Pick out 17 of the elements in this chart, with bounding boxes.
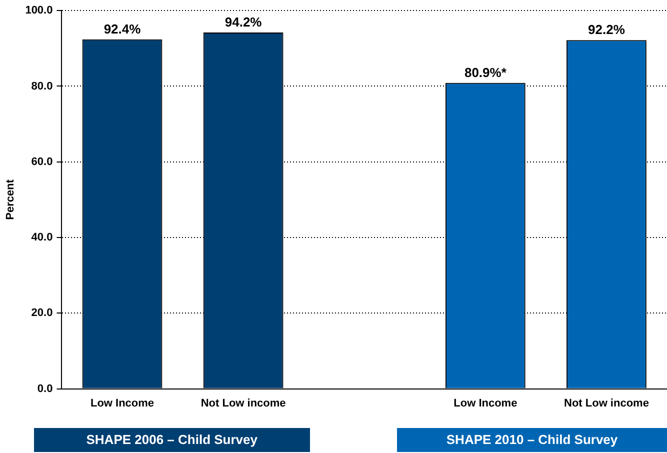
y-tick-label: 100.0 xyxy=(25,4,53,17)
y-tick-label: 0.0 xyxy=(37,382,53,395)
data-label: 80.9%* xyxy=(464,64,508,80)
x-tick-label: Low Income xyxy=(90,397,154,410)
y-axis-title: Percent xyxy=(4,179,17,220)
data-label: 94.2% xyxy=(224,14,262,30)
y-tick-label: 20.0 xyxy=(31,307,53,320)
data-label: 92.4% xyxy=(104,21,142,36)
y-tick-label: 60.0 xyxy=(31,156,53,168)
x-tick-label: Low Income xyxy=(454,397,518,410)
x-tick-label: Not Low income xyxy=(564,397,649,410)
y-tick-label: 40.0 xyxy=(31,232,53,244)
text: SHAPE 2010 – Child Survey xyxy=(397,428,667,452)
data-label: 92.2% xyxy=(588,22,626,38)
y-tick-label: 80.0 xyxy=(31,80,53,92)
text: SHAPE 2006 – Child Survey xyxy=(34,428,310,452)
x-tick-label: Not Low income xyxy=(200,397,286,410)
